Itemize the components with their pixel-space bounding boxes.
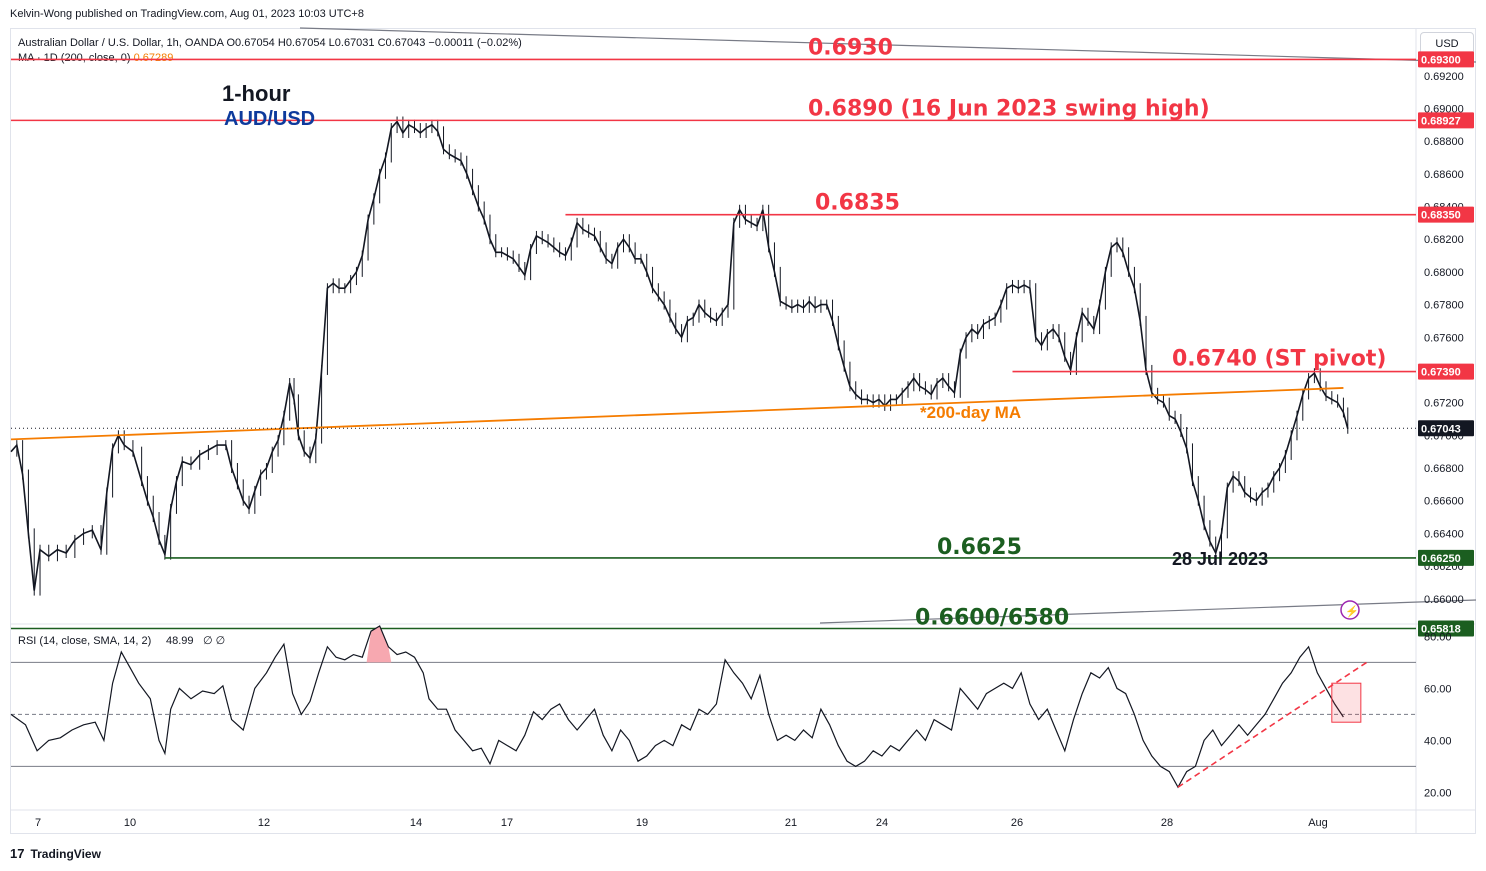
level-badge-text: 0.68927	[1421, 115, 1461, 127]
level-badge-text: 0.67390	[1421, 367, 1461, 379]
price-tick-label: 0.69200	[1424, 71, 1464, 83]
gray-trendline-top	[299, 27, 1477, 63]
price-tick-label: 0.67800	[1424, 300, 1464, 312]
price-tick-label: 0.66600	[1424, 496, 1464, 508]
level-badge	[1418, 549, 1474, 566]
symbol-legend: Australian Dollar / U.S. Dollar, 1h, OAN…	[18, 37, 522, 49]
price-tick-label: 0.67200	[1424, 398, 1464, 410]
ma-legend-value: 0.67289	[133, 52, 174, 64]
timeframe-annotation: 1-hour	[222, 81, 291, 106]
level-badge	[1418, 620, 1474, 637]
price-tick-label: 0.67600	[1424, 332, 1464, 344]
symbol-title: Australian Dollar / U.S. Dollar, 1h, OAN…	[18, 37, 224, 49]
ma-200-line	[10, 387, 1344, 441]
time-tick-label: 28	[1161, 817, 1173, 829]
price-tick-label: 0.66400	[1424, 528, 1464, 540]
level-label: 0.6890 (16 Jun 2023 swing high)	[808, 96, 1210, 121]
rsi-line	[10, 625, 1344, 789]
current-price-badge	[1418, 420, 1474, 437]
rsi-value: 48.99	[166, 635, 194, 647]
level-badge-text: 0.65818	[1421, 623, 1461, 635]
time-tick-label: 14	[410, 817, 422, 829]
tradingview-name: TradingView	[30, 846, 101, 861]
level-label: 0.6600/6580	[915, 605, 1069, 630]
lightning-icon-glyph: ⚡	[1345, 605, 1359, 618]
level-badge	[1418, 206, 1474, 223]
rsi-tick-label: 40.00	[1424, 735, 1452, 747]
tradingview-logo: 17	[10, 846, 25, 861]
publisher-line: Kelvin-Wong published on TradingView.com…	[10, 8, 364, 20]
price-tick-label: 0.66000	[1424, 594, 1464, 606]
price-tick-label: 0.68000	[1424, 267, 1464, 279]
ma-legend-label: MA · 1D (200, close, 0)	[18, 52, 131, 64]
level-badge	[1418, 112, 1474, 129]
level-badge-text: 0.68350	[1421, 210, 1461, 222]
level-badge	[1418, 51, 1474, 68]
price-tick-label: 0.68200	[1424, 234, 1464, 246]
tradingview-branding: 17 TradingView	[10, 846, 101, 861]
price-series-line	[10, 120, 1349, 591]
chart-frame	[10, 28, 1476, 834]
rsi-tick-label: 20.00	[1424, 787, 1452, 799]
rsi-extra: ∅ ∅	[203, 635, 225, 647]
time-tick-label: 7	[35, 817, 41, 829]
time-tick-label: 24	[876, 817, 888, 829]
level-label: 0.6625	[937, 535, 1022, 560]
rsi-legend: RSI (14, close, SMA, 14, 2)	[18, 635, 151, 647]
rsi-overbought-fill	[366, 626, 392, 663]
rsi-tick-label: 80.00	[1424, 631, 1452, 643]
level-badge	[1418, 363, 1474, 380]
current-price-badge-text: 0.67043	[1421, 423, 1461, 435]
lightning-icon	[1340, 600, 1360, 620]
time-tick-label: Aug	[1308, 817, 1328, 829]
time-tick-label: 21	[785, 817, 797, 829]
ohlc-open: O0.67054	[226, 37, 275, 49]
rsi-highlight-box	[1331, 682, 1362, 723]
level-label: 0.6835	[815, 191, 900, 216]
time-tick-label: 17	[501, 817, 513, 829]
ma-legend: MA · 1D (200, close, 0) 0.67289	[18, 52, 173, 64]
price-tick-label: 0.68600	[1424, 169, 1464, 181]
price-tick-label: 0.68800	[1424, 136, 1464, 148]
ohlc-low: L0.67031	[328, 37, 375, 49]
ohlc-change: −0.00011 (−0.02%)	[428, 37, 522, 49]
price-tick-label: 0.66800	[1424, 463, 1464, 475]
ohlc-high: H0.67054	[277, 37, 326, 49]
ohlc-close: C0.67043	[377, 37, 426, 49]
time-tick-label: 12	[258, 817, 270, 829]
symbol-annotation: AUD/USD	[224, 108, 315, 130]
time-tick-label: 19	[636, 817, 648, 829]
level-badge-text: 0.69300	[1421, 54, 1461, 66]
gray-trendline-bottom	[819, 599, 1477, 624]
time-tick-label: 10	[124, 817, 136, 829]
ma-200-label: *200-day MA	[920, 403, 1021, 422]
level-label: 0.6740 (ST pivot)	[1172, 347, 1386, 372]
rsi-trendline	[1177, 661, 1368, 788]
level-label: 0.6930	[808, 35, 893, 60]
rsi-tick-label: 60.00	[1424, 683, 1452, 695]
level-badge-text: 0.66250	[1421, 553, 1461, 565]
date-annotation: 28 Jul 2023	[1172, 549, 1268, 569]
time-tick-label: 26	[1011, 817, 1023, 829]
